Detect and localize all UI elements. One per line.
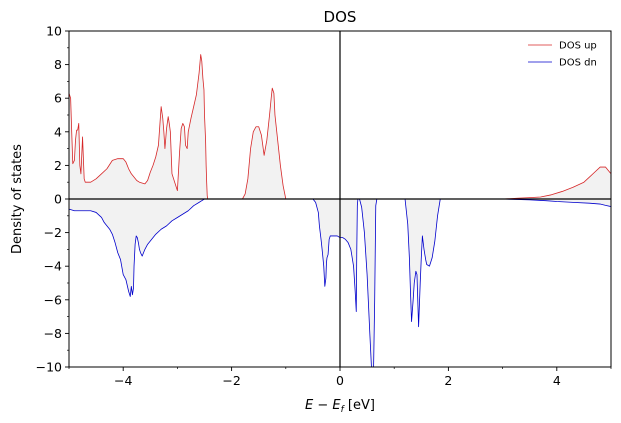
reference-lines	[69, 31, 611, 367]
y-tick-label: −10	[36, 360, 62, 375]
y-tick-label: −6	[44, 292, 62, 307]
y-tick-label: −8	[44, 326, 62, 341]
series-line-1	[68, 198, 612, 368]
y-axis-title: Density of states	[10, 144, 25, 254]
x-tick-label: −4	[114, 373, 132, 388]
y-tick-label: 6	[54, 91, 62, 106]
axis-ticks: −4 −2 0 2 4 −10 −8 −6 −4 −2 0 2 4 6 8 10	[36, 24, 612, 388]
legend-label-1: DOS dn	[559, 58, 597, 69]
x-tick-label: 2	[444, 373, 452, 388]
plot-area: −4 −2 0 2 4 −10 −8 −6 −4 −2 0 2 4 6 8 10	[36, 24, 612, 388]
x-axis-title-unit: [eV]	[344, 398, 375, 413]
y-tick-label: −2	[44, 225, 62, 240]
x-axis-title-main: E − E	[305, 398, 341, 413]
y-tick-label: 4	[54, 124, 62, 139]
legend: DOS up DOS dn	[528, 41, 597, 69]
x-tick-label: 4	[553, 373, 561, 388]
y-tick-label: 2	[54, 158, 62, 173]
series-fill-0	[69, 54, 611, 199]
y-tick-label: 10	[46, 24, 62, 39]
x-tick-label: 0	[336, 373, 344, 388]
x-tick-label: −2	[222, 373, 240, 388]
x-axis-title-sub: f	[341, 405, 346, 415]
y-tick-label: 8	[54, 57, 62, 72]
legend-label-0: DOS up	[559, 41, 597, 52]
y-tick-label: 0	[54, 192, 62, 207]
y-tick-label: −4	[44, 259, 62, 274]
chart-title: DOS	[324, 8, 357, 26]
x-axis-title: E − Ef [eV]	[305, 398, 375, 415]
